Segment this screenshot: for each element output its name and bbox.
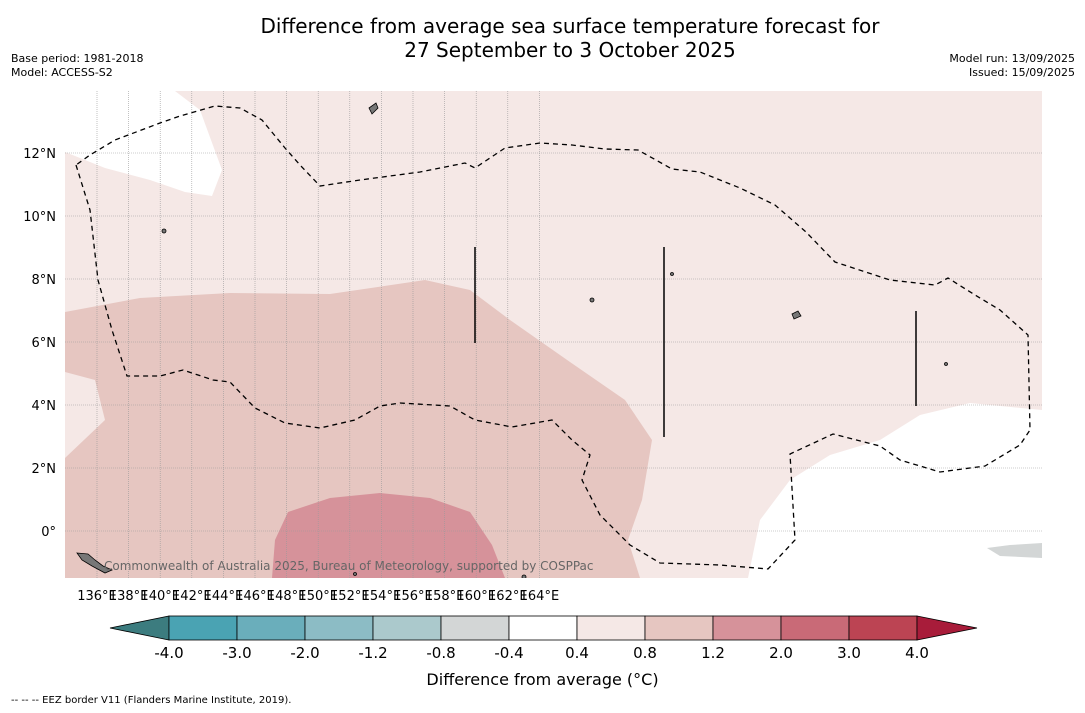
longitude-label: 142°E bbox=[172, 589, 212, 604]
map-plot-area: Commonwealth of Australia 2025, Bureau o… bbox=[65, 91, 1042, 578]
longitude-label: 152°E bbox=[330, 589, 370, 604]
meta-left: Base period: 1981-2018 Model: ACCESS-S2 bbox=[11, 52, 143, 80]
colorbar-tick-label: 0.4 bbox=[565, 644, 589, 662]
longitude-label: 156°E bbox=[393, 589, 433, 604]
latitude-label: 10°N bbox=[23, 210, 56, 225]
colorbar-tick-labels: -4.0 -3.0 -2.0 -1.2 -0.8 -0.4 0.4 0.8 1.2 2.0 3.0 4… bbox=[154, 644, 929, 662]
colorbar-tick-label: 1.2 bbox=[701, 644, 725, 662]
longitude-label: 162°E bbox=[488, 589, 528, 604]
longitude-label: 136°E bbox=[77, 589, 117, 604]
longitude-label: 146°E bbox=[235, 589, 275, 604]
colorbar-tick-label: -2.0 bbox=[290, 644, 319, 662]
issued-date: Issued: 15/09/2025 bbox=[968, 66, 1075, 79]
colorbar-tick-label: -1.2 bbox=[358, 644, 387, 662]
colorbar-cell bbox=[236, 615, 306, 641]
islands bbox=[76, 102, 948, 578]
model-name: Model: ACCESS-S2 bbox=[11, 66, 113, 79]
eez-border bbox=[75, 105, 1031, 570]
base-period: Base period: 1981-2018 bbox=[11, 52, 144, 65]
colorbar: -4.0 -3.0 -2.0 -1.2 -0.8 -0.4 0.4 0.8 1.2 2.0 3.0 4… bbox=[109, 615, 978, 662]
colorbar-cell bbox=[576, 615, 646, 641]
colorbar-tick-label: 2.0 bbox=[769, 644, 793, 662]
island bbox=[368, 102, 379, 115]
colorbar-cell bbox=[440, 615, 510, 641]
colorbar-under-arrow bbox=[109, 615, 170, 641]
latitude-label: 0° bbox=[41, 525, 56, 540]
latitude-label: 6°N bbox=[32, 336, 57, 351]
map-title: Difference from average sea surface temp… bbox=[0, 14, 1085, 62]
anomaly-field-medium bbox=[65, 280, 652, 578]
latitude-label: 8°N bbox=[32, 273, 57, 288]
colorbar-cells bbox=[168, 615, 918, 641]
colorbar-tick-label: -3.0 bbox=[222, 644, 251, 662]
colorbar-tick-label: -0.8 bbox=[426, 644, 455, 662]
colorbar-tick-label: -0.4 bbox=[494, 644, 523, 662]
colorbar-cell bbox=[712, 615, 782, 641]
colorbar-tick-label: 0.8 bbox=[633, 644, 657, 662]
longitude-label: 148°E bbox=[267, 589, 307, 604]
anomaly-field-grey bbox=[987, 543, 1042, 558]
neutral-patch-southeast bbox=[748, 403, 1042, 578]
island bbox=[589, 297, 595, 303]
island-group bbox=[76, 552, 113, 574]
colorbar-cell bbox=[304, 615, 374, 641]
colorbar-cell bbox=[780, 615, 850, 641]
gridlines bbox=[65, 91, 1042, 578]
island bbox=[521, 574, 527, 578]
latitude-label: 12°N bbox=[23, 147, 56, 162]
longitude-label: 164°E bbox=[520, 589, 560, 604]
latitude-label: 4°N bbox=[32, 399, 57, 414]
colorbar-cell bbox=[508, 615, 578, 641]
island bbox=[161, 228, 167, 234]
longitude-label: 160°E bbox=[456, 589, 496, 604]
longitude-label: 138°E bbox=[109, 589, 149, 604]
island bbox=[670, 272, 674, 276]
colorbar-cell bbox=[644, 615, 714, 641]
colorbar-cell bbox=[848, 615, 918, 641]
attribution-text: Commonwealth of Australia 2025, Bureau o… bbox=[104, 559, 594, 573]
title-line-2: 27 September to 3 October 2025 bbox=[404, 38, 736, 62]
longitude-label: 150°E bbox=[298, 589, 338, 604]
model-run: Model run: 13/09/2025 bbox=[949, 52, 1075, 65]
meta-right: Model run: 13/09/2025 Issued: 15/09/2025 bbox=[949, 52, 1075, 80]
colorbar-tick-label: 4.0 bbox=[905, 644, 929, 662]
longitude-label: 158°E bbox=[425, 589, 465, 604]
longitude-labels: 136°E138°E140°E142°E144°E146°E148°E150°E… bbox=[77, 589, 559, 604]
colorbar-tick-label: -4.0 bbox=[154, 644, 183, 662]
title-line-1: Difference from average sea surface temp… bbox=[260, 14, 880, 38]
neutral-patch-northwest bbox=[65, 91, 222, 196]
latitude-labels: 12°N 10°N 8°N 6°N 4°N 2°N 0° bbox=[23, 147, 56, 540]
latitude-label: 2°N bbox=[32, 462, 57, 477]
eez-legend-footer: -- -- -- EEZ border V11 (Flanders Marine… bbox=[11, 695, 292, 706]
colorbar-tick-label: 3.0 bbox=[837, 644, 861, 662]
colorbar-label: Difference from average (°C) bbox=[426, 670, 659, 689]
island bbox=[944, 362, 948, 366]
colorbar-cell bbox=[168, 615, 238, 641]
island bbox=[353, 572, 357, 576]
colorbar-over-arrow bbox=[916, 615, 978, 641]
anomaly-field-strong bbox=[272, 493, 505, 578]
longitude-label: 144°E bbox=[204, 589, 244, 604]
longitude-label: 154°E bbox=[362, 589, 402, 604]
colorbar-cell bbox=[372, 615, 442, 641]
island bbox=[791, 310, 802, 320]
longitude-label: 140°E bbox=[140, 589, 180, 604]
